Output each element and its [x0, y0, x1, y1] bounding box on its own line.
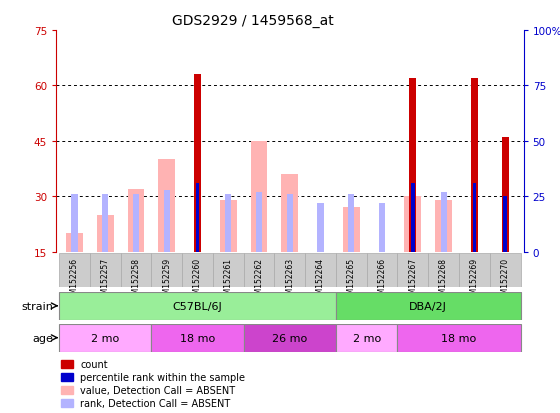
- Bar: [435, 200, 452, 252]
- Text: GSM152261: GSM152261: [224, 257, 233, 303]
- Bar: [256, 192, 262, 252]
- Text: GSM152269: GSM152269: [470, 257, 479, 303]
- Text: GSM152264: GSM152264: [316, 257, 325, 303]
- Bar: [102, 195, 108, 252]
- Text: 26 mo: 26 mo: [272, 333, 307, 343]
- Bar: [250, 141, 268, 252]
- Bar: [343, 208, 360, 252]
- Bar: [182, 253, 213, 287]
- Bar: [428, 253, 459, 287]
- Bar: [133, 195, 139, 252]
- Text: age: age: [32, 333, 53, 343]
- Text: GSM152270: GSM152270: [501, 257, 510, 303]
- Text: C57BL/6J: C57BL/6J: [172, 301, 222, 311]
- Bar: [471, 79, 478, 252]
- Bar: [502, 138, 508, 252]
- Bar: [151, 324, 244, 352]
- Bar: [220, 200, 237, 252]
- Text: GSM152265: GSM152265: [347, 257, 356, 303]
- Bar: [244, 324, 336, 352]
- Bar: [66, 233, 83, 252]
- Bar: [409, 79, 416, 252]
- Bar: [404, 197, 421, 252]
- Bar: [71, 195, 77, 252]
- Text: GSM152257: GSM152257: [101, 257, 110, 303]
- Legend: count, percentile rank within the sample, value, Detection Call = ABSENT, rank, : count, percentile rank within the sample…: [61, 360, 245, 408]
- Bar: [379, 203, 385, 252]
- Bar: [305, 253, 336, 287]
- Bar: [287, 195, 293, 252]
- Bar: [473, 183, 476, 252]
- Bar: [398, 253, 428, 287]
- Text: GSM152256: GSM152256: [70, 257, 79, 303]
- Bar: [281, 175, 298, 252]
- Bar: [59, 292, 336, 320]
- Bar: [195, 183, 199, 252]
- Bar: [441, 192, 447, 252]
- Text: GDS2929 / 1459568_at: GDS2929 / 1459568_at: [171, 14, 333, 28]
- Bar: [194, 75, 201, 252]
- Bar: [151, 253, 182, 287]
- Bar: [164, 190, 170, 252]
- Bar: [213, 253, 244, 287]
- Text: 2 mo: 2 mo: [353, 333, 381, 343]
- Text: 18 mo: 18 mo: [180, 333, 215, 343]
- Bar: [244, 253, 274, 287]
- Bar: [503, 197, 507, 252]
- Bar: [411, 183, 415, 252]
- Bar: [274, 253, 305, 287]
- Bar: [367, 253, 398, 287]
- Bar: [318, 203, 324, 252]
- Bar: [90, 253, 120, 287]
- Bar: [336, 253, 367, 287]
- Text: DBA/2J: DBA/2J: [409, 301, 447, 311]
- Bar: [336, 292, 521, 320]
- Bar: [59, 324, 151, 352]
- Text: 18 mo: 18 mo: [441, 333, 477, 343]
- Text: GSM152268: GSM152268: [439, 257, 448, 303]
- Text: 2 mo: 2 mo: [91, 333, 119, 343]
- Bar: [459, 253, 490, 287]
- Bar: [120, 253, 151, 287]
- Text: GSM152263: GSM152263: [285, 257, 295, 303]
- Bar: [225, 195, 231, 252]
- Text: GSM152266: GSM152266: [377, 257, 386, 303]
- Text: GSM152258: GSM152258: [132, 257, 141, 303]
- Bar: [336, 324, 398, 352]
- Bar: [348, 195, 354, 252]
- Bar: [398, 324, 521, 352]
- Bar: [158, 160, 175, 252]
- Bar: [97, 215, 114, 252]
- Text: GSM152262: GSM152262: [255, 257, 264, 303]
- Bar: [59, 253, 90, 287]
- Text: GSM152259: GSM152259: [162, 257, 171, 303]
- Text: GSM152267: GSM152267: [408, 257, 417, 303]
- Text: strain: strain: [21, 301, 53, 311]
- Bar: [128, 189, 144, 252]
- Bar: [490, 253, 521, 287]
- Text: GSM152260: GSM152260: [193, 257, 202, 303]
